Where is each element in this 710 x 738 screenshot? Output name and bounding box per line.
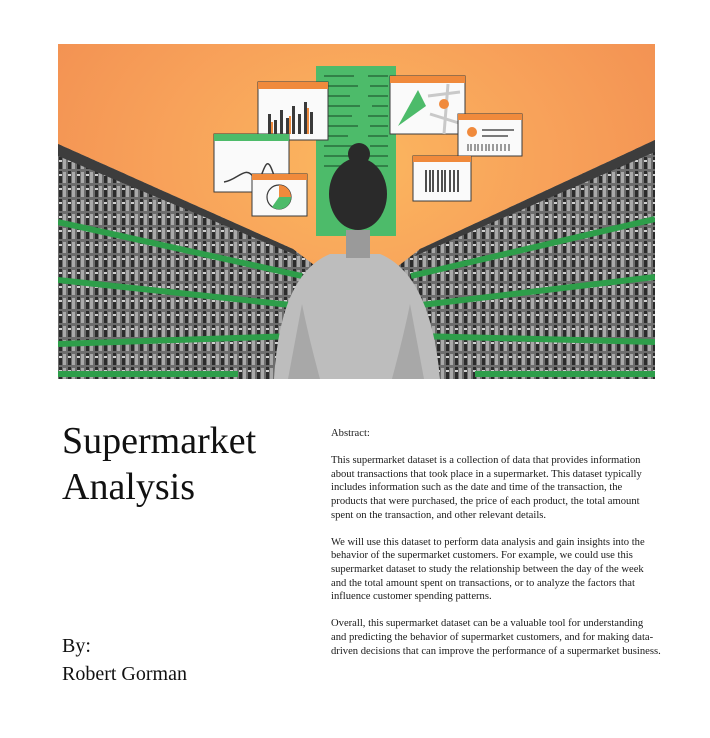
abstract-paragraph-1: This supermarket dataset is a collection… — [331, 455, 642, 521]
pie-chart-window — [251, 173, 308, 217]
title-line-2: Analysis — [62, 466, 195, 508]
map-window — [389, 75, 466, 135]
id-card-window — [457, 113, 523, 157]
abstract-section: Abstract: This supermarket dataset is a … — [331, 427, 661, 672]
byline-label: By: — [62, 635, 91, 657]
left-shelf — [58, 144, 326, 379]
barcode-window — [412, 155, 472, 202]
abstract-paragraph-2: We will use this dataset to perform data… — [331, 536, 645, 603]
author-name: Robert Gorman — [62, 663, 187, 685]
hero-image — [58, 44, 655, 379]
supermarket-aisle-illustration — [58, 66, 655, 379]
page-title: Supermarket Analysis — [62, 418, 256, 510]
abstract-paragraph-3: Overall, this supermarket dataset can be… — [331, 618, 661, 657]
abstract-heading: Abstract: — [331, 428, 370, 439]
shopper-figure — [274, 143, 440, 379]
right-shelf — [388, 140, 655, 379]
title-line-1: Supermarket — [62, 420, 257, 462]
byline: By: Robert Gorman — [62, 632, 187, 688]
bar-chart-window — [257, 81, 329, 141]
